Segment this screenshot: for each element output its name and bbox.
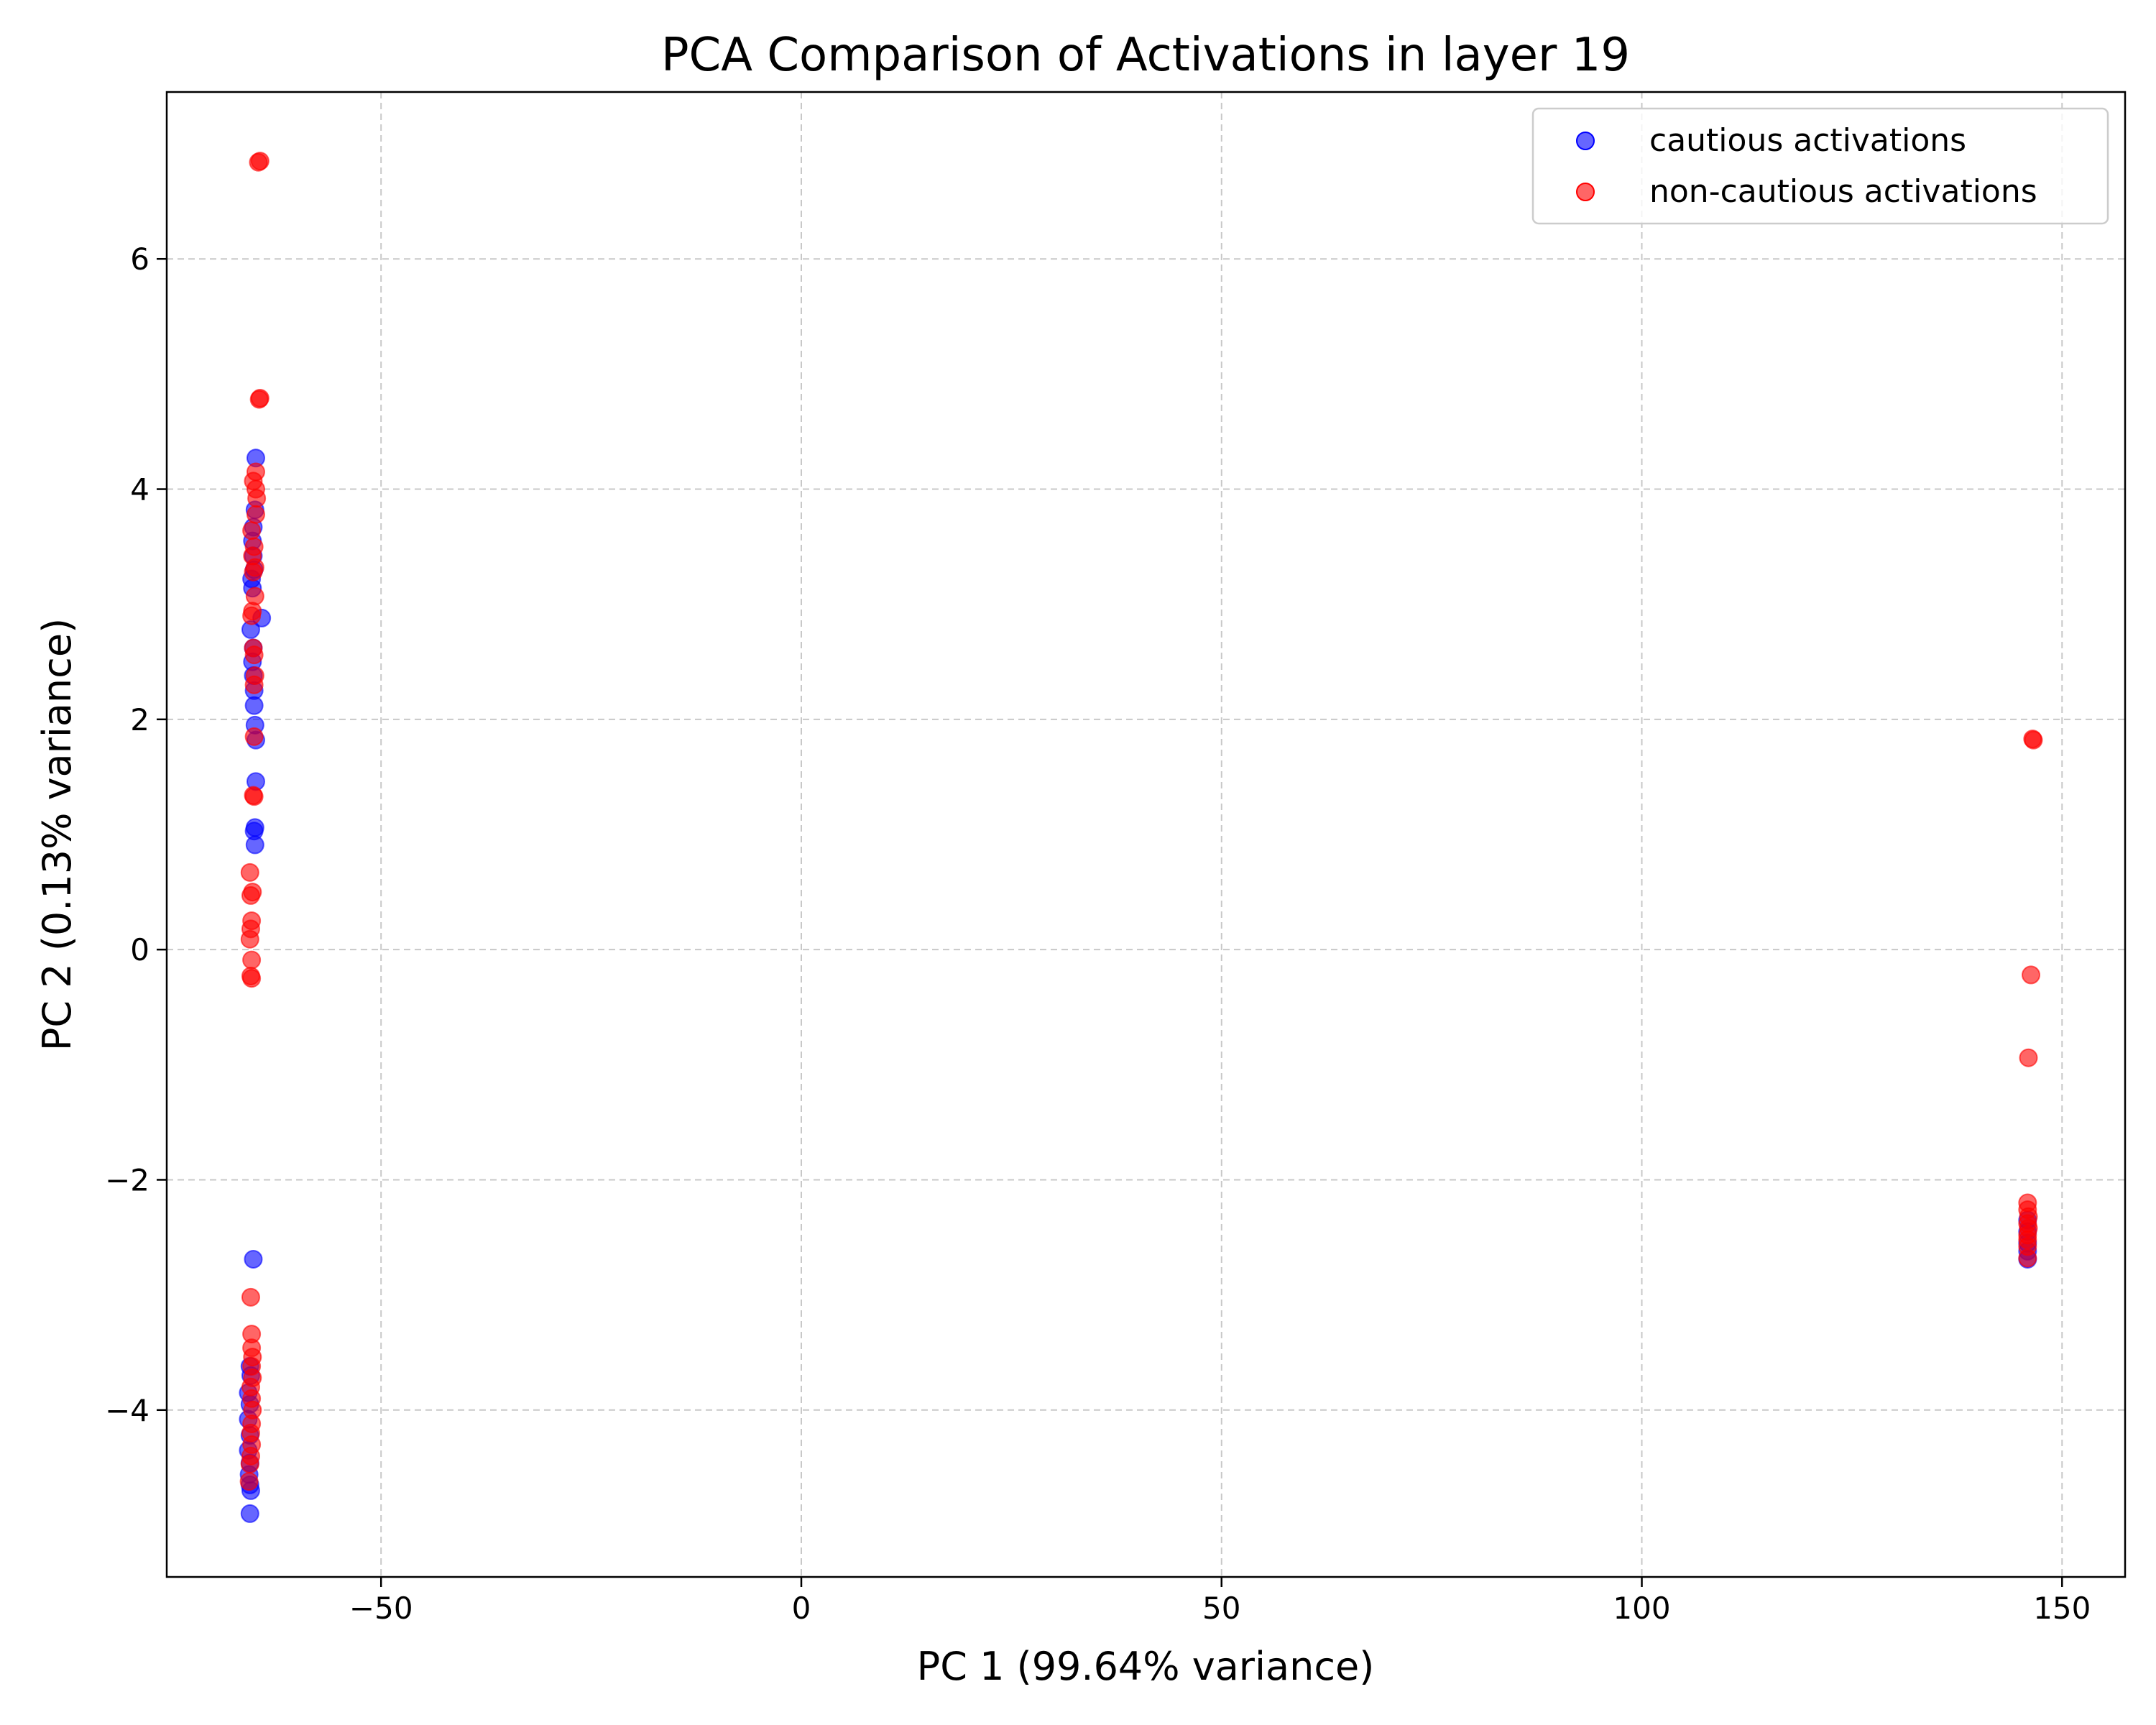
data-point — [2019, 1048, 2038, 1067]
data-point — [242, 969, 262, 988]
y-tick-label: 2 — [130, 702, 149, 737]
data-point — [244, 696, 264, 715]
series-non-cautious — [239, 152, 2043, 1491]
data-point — [239, 1472, 259, 1491]
legend: cautious activations non-cautious activa… — [1531, 107, 2109, 225]
data-points — [239, 152, 2043, 1523]
data-point — [242, 950, 262, 970]
x-axis-label: PC 1 (99.64% variance) — [917, 1644, 1375, 1689]
data-point — [244, 562, 263, 581]
data-point — [240, 1455, 259, 1474]
data-point — [244, 727, 264, 746]
x-tick-label: 100 — [1613, 1591, 1670, 1626]
y-axis-label: PC 2 (0.13% variance) — [34, 618, 80, 1051]
y-tick-label: 4 — [130, 472, 149, 507]
data-point — [2018, 1248, 2037, 1268]
data-point — [245, 835, 264, 855]
x-tick-label: 50 — [1202, 1591, 1240, 1626]
data-point — [244, 1249, 263, 1269]
legend-box — [1531, 107, 2109, 225]
legend-label-cautious: cautious activations — [1649, 122, 1966, 159]
legend-marker-non-cautious — [1576, 183, 1595, 201]
data-point — [244, 787, 264, 806]
y-tick-label: 6 — [130, 242, 149, 277]
x-tick-label: 0 — [792, 1591, 811, 1626]
data-point — [2024, 730, 2043, 750]
y-tick-label: 0 — [130, 932, 149, 967]
data-point — [240, 929, 259, 949]
y-tick-label: −4 — [105, 1393, 149, 1428]
data-point — [250, 152, 270, 171]
x-tick-label: −50 — [349, 1591, 413, 1626]
legend-marker-cautious — [1576, 132, 1595, 150]
data-point — [240, 1504, 259, 1523]
chart-title: PCA Comparison of Activations in layer 1… — [661, 29, 1630, 82]
x-tick-label: 150 — [2033, 1591, 2091, 1626]
data-point — [241, 886, 260, 905]
legend-label-non-cautious: non-cautious activations — [1649, 173, 2037, 210]
data-point — [247, 489, 267, 508]
data-point — [2022, 965, 2041, 985]
data-point — [242, 521, 262, 540]
data-point — [244, 675, 264, 694]
y-tick-label: −2 — [105, 1162, 149, 1197]
data-point — [241, 1287, 260, 1307]
data-point — [246, 505, 265, 524]
axis-ticks: −50 0 50 100 150 −4 −2 0 2 4 6 — [105, 242, 2091, 1626]
data-point — [244, 645, 264, 665]
plot-area-frame — [165, 91, 2127, 1578]
data-point — [249, 390, 269, 409]
data-point — [242, 606, 262, 625]
data-point — [240, 862, 259, 882]
grid-lines — [167, 92, 2125, 1577]
